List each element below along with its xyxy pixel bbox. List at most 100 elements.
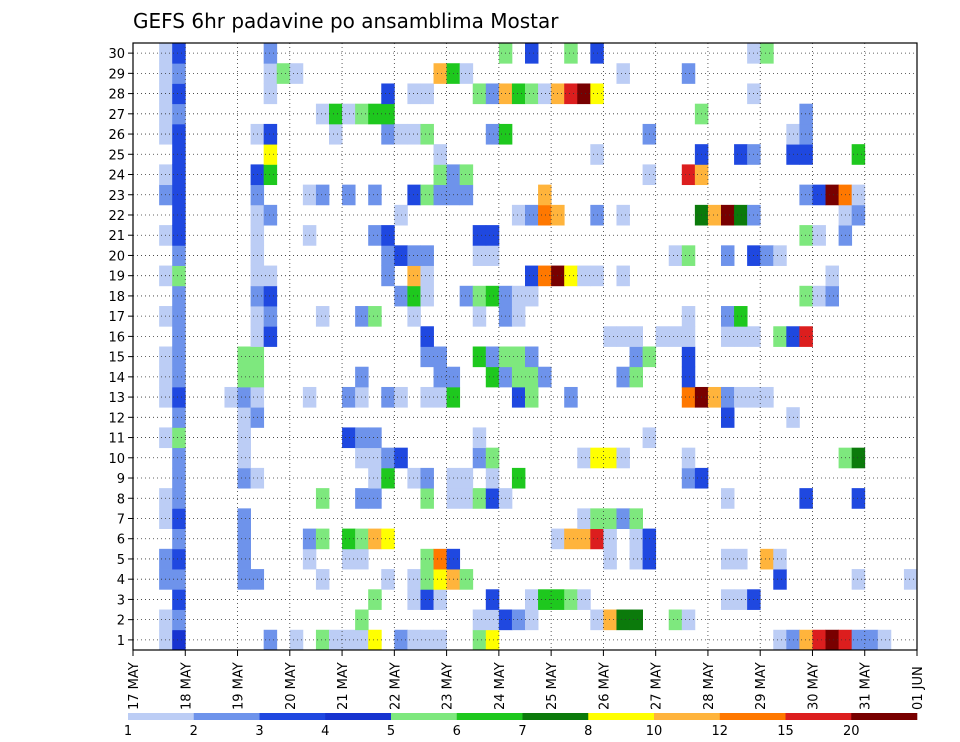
heatmap-cell-m10-11 — [616, 447, 630, 469]
heatmap-cell-m26-13 — [799, 123, 813, 145]
heatmap-cell-m29-8 — [616, 63, 630, 84]
heatmap-cell-m2-12 — [668, 609, 683, 631]
heatmap-cell-m19-4 — [381, 265, 395, 287]
heatmap-cell-m7-6 — [616, 508, 630, 529]
heatmap-cell-m27-9 — [799, 103, 813, 125]
heatmap-cell-m26-5 — [381, 123, 395, 145]
heatmap-cell-m8-2 — [315, 488, 330, 509]
x-tick-label-14: 31 MAY — [859, 662, 874, 710]
heatmap-cell-m9-5 — [407, 467, 421, 489]
heatmap-cell-m19-7 — [525, 265, 539, 287]
heatmap-cell-m20-4 — [407, 245, 421, 266]
heatmap-cell-m16-5 — [616, 326, 630, 347]
y-tick-label-29: 29 — [108, 67, 125, 82]
y-tick-label-2: 2 — [117, 614, 125, 629]
heatmap-cell-m1-6 — [342, 629, 356, 651]
x-tick-label-1: 18 MAY — [179, 662, 194, 710]
heatmap-cell-m21-1 — [172, 225, 186, 246]
heatmap-cell-m1-5 — [329, 629, 343, 651]
heatmap-cell-m13-10 — [420, 386, 434, 408]
heatmap-cell-m19-14 — [825, 265, 839, 287]
heatmap-cell-m10-10 — [603, 447, 617, 469]
heatmap-cell-m29-5 — [433, 63, 447, 84]
heatmap-cell-m27-3 — [329, 103, 343, 125]
heatmap-cell-m20-8 — [668, 245, 683, 266]
heatmap-cell-m5-2 — [237, 548, 251, 570]
heatmap-cell-m5-6 — [420, 548, 434, 570]
heatmap-cell-m11-2 — [237, 427, 251, 449]
heatmap-cell-m16-11 — [734, 326, 748, 347]
colorbar-legend: 1 2 3 4 5 6 7 8 10 12 15 20 — [124, 713, 918, 739]
heatmap-cell-m8-9 — [485, 488, 500, 509]
heatmap-cell-m16-13 — [773, 326, 787, 347]
colorbar-label-3: 3 — [255, 724, 263, 739]
y-tick-label-7: 7 — [117, 512, 125, 527]
heatmap-cell-m15-6 — [472, 346, 487, 368]
heatmap-cell-m4-11 — [773, 569, 787, 590]
heatmap-cell-m23-15 — [825, 184, 839, 206]
heatmap-cell-m28-6 — [472, 83, 487, 105]
heatmap-cell-m21-6 — [472, 225, 487, 246]
heatmap-cell-m2-13 — [681, 609, 696, 631]
colorbar-label-15: 15 — [777, 724, 794, 739]
colorbar-swatch-6 — [522, 713, 589, 720]
colorbar-swatch-7 — [588, 713, 655, 720]
heatmap-cell-m13-1 — [172, 386, 186, 408]
heatmap-cell-m2-11 — [629, 609, 643, 631]
heatmap-cell-m5-15 — [773, 548, 787, 570]
heatmap-cell-m3-11 — [721, 589, 735, 610]
heatmap-cell-m30-5 — [564, 43, 578, 64]
heatmap-cell-m3-6 — [525, 589, 539, 610]
heatmap-cell-m2-9 — [603, 609, 617, 631]
heatmap-cell-m15-9 — [511, 346, 526, 368]
heatmap-cell-m14-9 — [511, 366, 526, 388]
heatmap-cell-m5-1 — [172, 548, 186, 570]
heatmap-cell-m23-7 — [407, 184, 421, 206]
colorbar-label-7: 7 — [518, 724, 526, 739]
heatmap-cell-m13-11 — [433, 386, 447, 408]
heatmap-cell-m25-5 — [734, 144, 748, 165]
heatmap-cell-m26-4 — [329, 123, 343, 145]
heatmap-cell-m15-2 — [237, 346, 251, 368]
heatmap-cell-m2-4 — [485, 609, 500, 631]
heatmap-cell-m22-12 — [721, 204, 735, 226]
heatmap-cell-m23-1 — [172, 184, 186, 206]
x-tick-label-7: 24 MAY — [493, 662, 508, 710]
x-tick-label-3: 20 MAY — [284, 662, 299, 710]
heatmap-cell-m16-10 — [721, 326, 735, 347]
heatmap-cell-m22-2 — [263, 204, 278, 226]
y-tick-label-19: 19 — [108, 270, 125, 285]
colorbar-swatch-8 — [654, 713, 721, 720]
heatmap-cell-m12-1 — [237, 407, 251, 428]
heatmap-cell-m8-12 — [799, 488, 813, 509]
heatmap-cell-m22-5 — [525, 204, 539, 226]
heatmap-cell-m1-19 — [825, 629, 839, 651]
heatmap-cell-m5-13 — [734, 548, 748, 570]
heatmap-cell-m13-13 — [511, 386, 526, 408]
heatmap-cell-m28-9 — [511, 83, 526, 105]
heatmap-cell-m1-2 — [263, 629, 278, 651]
y-tick-label-12: 12 — [108, 411, 125, 426]
heatmap-cell-m16-15 — [799, 326, 813, 347]
heatmap-cell-m6-6 — [368, 528, 382, 550]
heatmap-cell-m27-2 — [315, 103, 330, 125]
colorbar-label-4: 4 — [321, 724, 329, 739]
heatmap-cell-m18-8 — [485, 285, 500, 307]
heatmap-cell-m9-11 — [681, 467, 696, 489]
colorbar-swatch-2 — [259, 713, 326, 720]
colorbar-label-2: 2 — [190, 724, 198, 739]
y-tick-label-20: 20 — [108, 249, 125, 264]
heatmap-cell-m29-7 — [459, 63, 474, 84]
heatmap-cell-m2-3 — [472, 609, 487, 631]
heatmap-cell-m13-6 — [342, 386, 356, 408]
heatmap-cell-m9-10 — [511, 467, 526, 489]
heatmap-cell-m30-8 — [760, 43, 774, 64]
heatmap-cell-m3-4 — [433, 589, 447, 610]
y-tick-label-6: 6 — [117, 533, 125, 548]
heatmap-cell-m7-7 — [629, 508, 643, 529]
heatmap-cell-m11-1 — [172, 427, 186, 449]
heatmap-cell-m24-3 — [263, 164, 278, 186]
heatmap-cell-m13-8 — [381, 386, 395, 408]
heatmap-cell-m5-10 — [629, 548, 643, 570]
